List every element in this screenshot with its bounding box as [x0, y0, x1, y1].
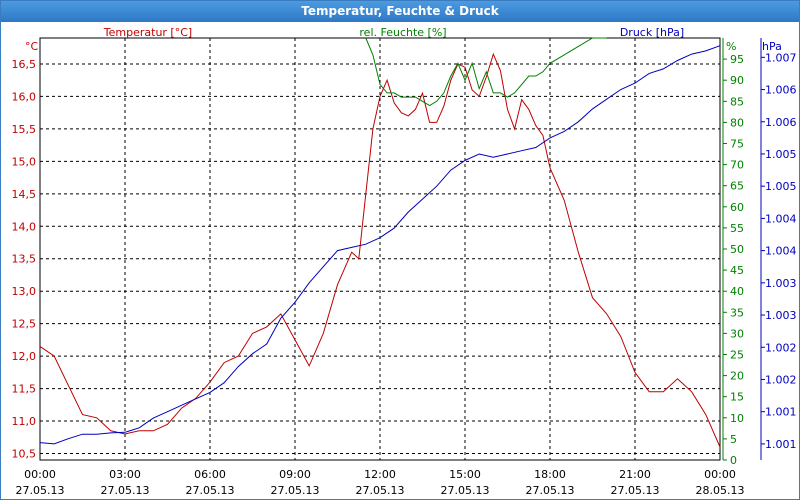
humidity-tick-label: 40 — [730, 285, 744, 298]
pressure-tick-label: 1.005 — [765, 148, 797, 161]
temperature-tick-label: 14,0 — [12, 220, 37, 233]
temperature-tick-label: 12,5 — [12, 318, 37, 331]
date-tick-label: 28.05.13 — [696, 484, 745, 497]
pressure-tick-labels: 1.001 1.001 1.002 1.002 1.003 1.003 1.004 1.004… — [760, 38, 797, 460]
date-tick-label: 27.05.13 — [16, 484, 65, 497]
pressure-axis-label: Druck [hPa] — [620, 26, 684, 39]
temperature-tick-label: 15,0 — [12, 155, 37, 168]
temperature-tick-label: 11,0 — [12, 415, 37, 428]
temperature-tick-label: 12,0 — [12, 350, 37, 363]
date-tick-label: 27.05.13 — [441, 484, 490, 497]
date-tick-label: 27.05.13 — [101, 484, 150, 497]
pressure-series-line — [39, 45, 721, 445]
humidity-tick-label: 70 — [730, 159, 744, 172]
humidity-tick-label: 30 — [730, 327, 744, 340]
temperature-tick-label: 16,5 — [12, 58, 37, 71]
time-tick-label: 15:00 — [449, 468, 481, 481]
humidity-tick-label: 50 — [730, 243, 744, 256]
pressure-tick-label: 1.006 — [765, 84, 797, 97]
temperature-axis-label: Temperatur [°C] — [103, 26, 192, 39]
pressure-tick-label: 1.001 — [765, 406, 797, 419]
pressure-tick-label: 1.003 — [765, 277, 797, 290]
date-tick-label: 27.05.13 — [271, 484, 320, 497]
humidity-tick-label: 5 — [730, 433, 737, 446]
temperature-tick-label: 13,5 — [12, 253, 37, 266]
pressure-tick-label: 1.001 — [765, 438, 797, 451]
time-tick-label: 21:00 — [619, 468, 651, 481]
time-tick-labels: 00:00 27.05.13 03:00 27.05.13 06:00 27.05.13 0… — [16, 468, 745, 497]
temperature-tick-labels: 10,5 11,0 11,5 12,0 12,5 13,0 13,5 14,0 14,5 15,0… — [12, 58, 37, 461]
temperature-tick-label: 16,0 — [12, 90, 37, 103]
date-tick-label: 27.05.13 — [526, 484, 575, 497]
humidity-tick-label: 75 — [730, 138, 744, 151]
humidity-tick-label: 65 — [730, 180, 744, 193]
humidity-tick-label: 85 — [730, 95, 744, 108]
date-tick-label: 27.05.13 — [356, 484, 405, 497]
temperature-tick-label: 13,0 — [12, 285, 37, 298]
time-tick-label: 09:00 — [279, 468, 311, 481]
humidity-tick-label: 15 — [730, 391, 744, 404]
temperature-tick-label: 11,5 — [12, 383, 37, 396]
humidity-tick-labels: 0 5 10 15 20 25 30 35 40 45 50 55 60 65 70 75 80 85 90 95 — [722, 38, 744, 467]
pressure-tick-label: 1.002 — [765, 341, 797, 354]
pressure-tick-label: 1.007 — [765, 51, 797, 64]
humidity-unit-label: % — [726, 40, 736, 53]
humidity-tick-label: 60 — [730, 201, 744, 214]
pressure-unit-label: hPa — [762, 40, 782, 53]
humidity-tick-label: 10 — [730, 412, 744, 425]
pressure-tick-label: 1.005 — [765, 180, 797, 193]
window-title: Temperatur, Feuchte & Druck — [1, 1, 799, 22]
humidity-axis-label: rel. Feuchte [%] — [359, 26, 446, 39]
temperature-series-line — [39, 52, 721, 448]
date-tick-label: 27.05.13 — [611, 484, 660, 497]
humidity-tick-label: 80 — [730, 116, 744, 129]
chart-grid — [39, 37, 721, 461]
series-lines — [39, 37, 721, 448]
time-tick-label: 06:00 — [194, 468, 226, 481]
pressure-tick-label: 1.002 — [765, 373, 797, 386]
date-tick-label: 27.05.13 — [186, 484, 235, 497]
humidity-tick-label: 20 — [730, 370, 744, 383]
time-tick-label: 18:00 — [534, 468, 566, 481]
temperature-tick-label: 14,5 — [12, 188, 37, 201]
humidity-tick-label: 35 — [730, 306, 744, 319]
humidity-tick-label: 45 — [730, 264, 744, 277]
temperature-unit-label: °C — [25, 40, 39, 53]
time-tick-label: 00:00 — [24, 468, 56, 481]
pressure-tick-label: 1.003 — [765, 309, 797, 322]
humidity-tick-label: 55 — [730, 222, 744, 235]
time-tick-label: 12:00 — [364, 468, 396, 481]
humidity-series-line — [365, 37, 607, 107]
pressure-tick-label: 1.004 — [765, 245, 797, 258]
humidity-tick-label: 95 — [730, 53, 744, 66]
humidity-tick-label: 25 — [730, 349, 744, 362]
temperature-tick-label: 15,5 — [12, 123, 37, 136]
humidity-tick-label: 90 — [730, 74, 744, 87]
pressure-tick-label: 1.004 — [765, 212, 797, 225]
pressure-tick-label: 1.006 — [765, 116, 797, 129]
humidity-tick-label: 0 — [730, 454, 737, 467]
time-tick-label: 03:00 — [109, 468, 141, 481]
temperature-tick-label: 10,5 — [12, 448, 37, 461]
time-tick-label: 00:00 — [704, 468, 736, 481]
